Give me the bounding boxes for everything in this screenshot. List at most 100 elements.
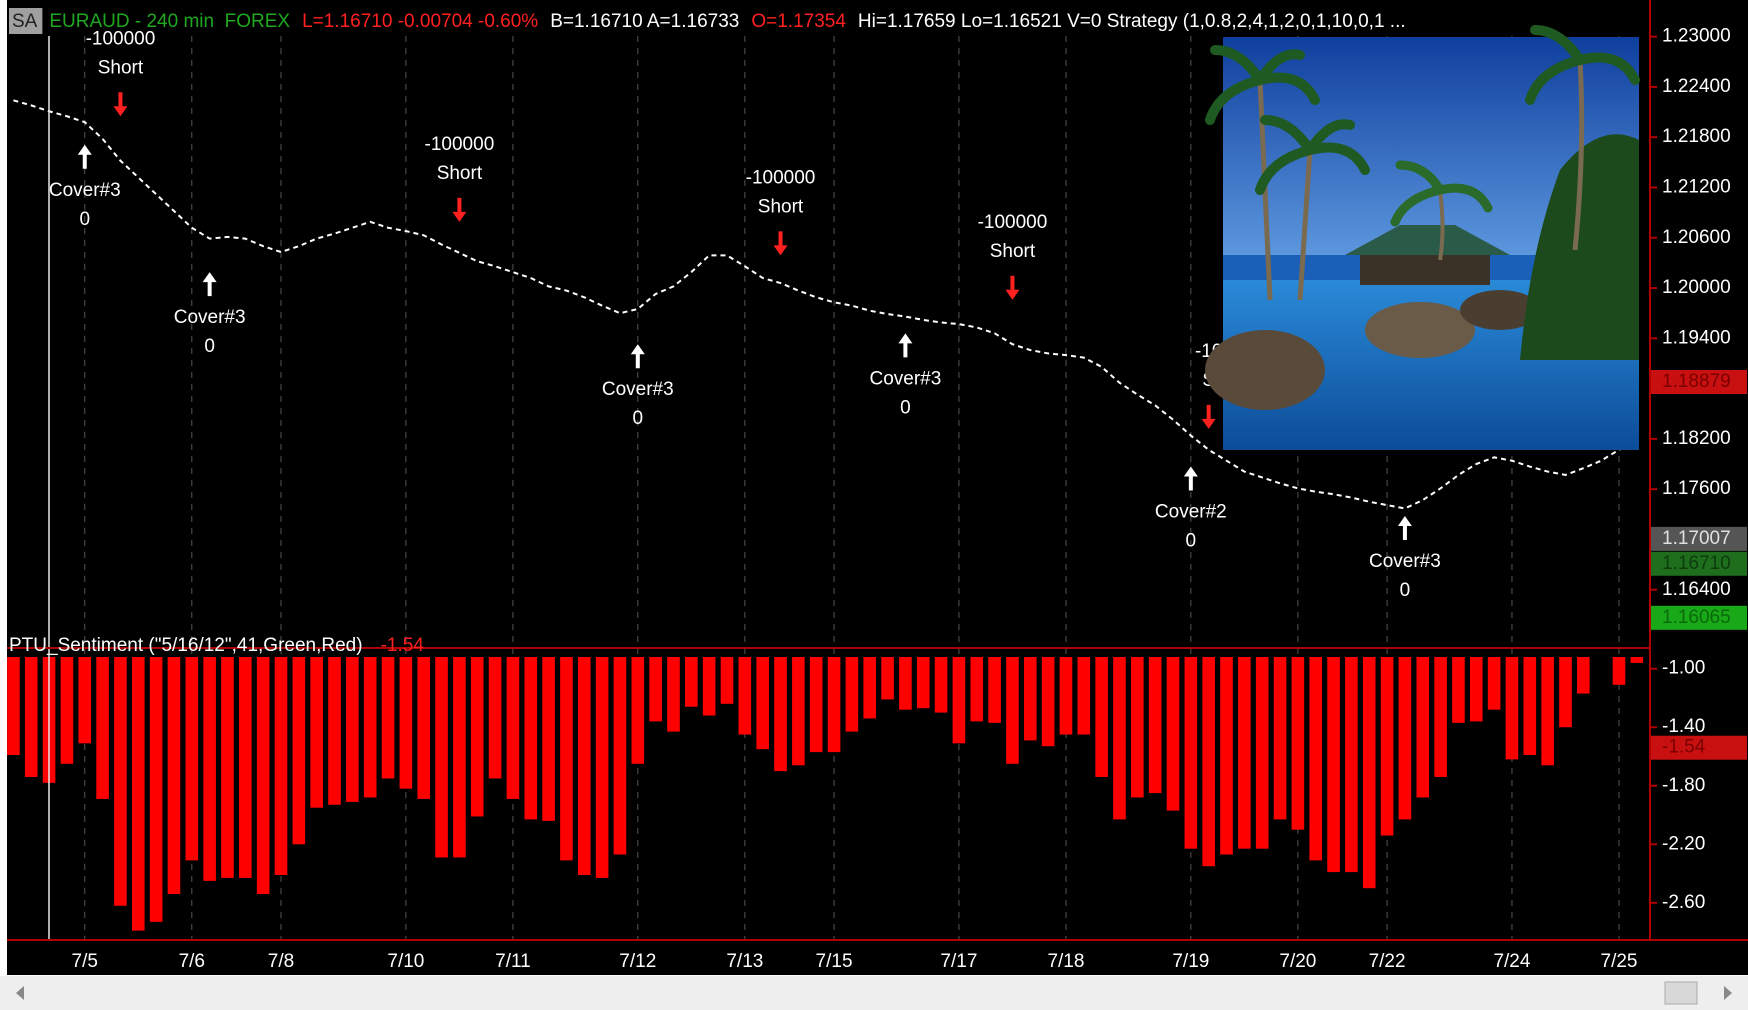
x-tick-label: 7/12 xyxy=(619,951,656,972)
bar xyxy=(363,657,377,798)
signal-label: Cover#2 xyxy=(1155,502,1227,523)
x-tick-label: 7/20 xyxy=(1279,951,1316,972)
signal-label: 0 xyxy=(1186,531,1197,552)
signal-arrow xyxy=(1397,516,1412,541)
y-tick-label: 1.21200 xyxy=(1662,177,1731,198)
bar xyxy=(435,657,448,858)
signal-arrow xyxy=(113,92,128,117)
bar xyxy=(1273,657,1287,820)
signal-label: Short xyxy=(98,57,144,78)
bar xyxy=(756,657,769,750)
header-text: EURAUD - 240 min FOREX xyxy=(49,11,290,32)
header-text: L=1.16710 -0.00704 -0.60% xyxy=(302,11,538,32)
bar xyxy=(310,657,323,808)
signal-label: 0 xyxy=(204,336,215,357)
bar xyxy=(542,657,555,821)
bar xyxy=(1469,657,1483,722)
scrollbar[interactable] xyxy=(0,976,1748,1010)
x-tick-label: 7/8 xyxy=(268,951,294,972)
bar xyxy=(328,657,341,805)
price-marker xyxy=(1651,605,1747,630)
bar xyxy=(24,657,38,777)
signal-label: Short xyxy=(437,163,483,184)
y-tick-label: -2.20 xyxy=(1662,833,1705,854)
x-tick-label: 7/25 xyxy=(1601,951,1638,972)
x-tick-label: 7/11 xyxy=(495,951,531,972)
y-tick-label: -1.80 xyxy=(1662,775,1705,796)
bar xyxy=(346,657,359,802)
bar xyxy=(1255,657,1269,849)
x-tick-label: 7/15 xyxy=(816,951,853,972)
y-tick-label: 1.17600 xyxy=(1662,478,1731,499)
bar xyxy=(1148,657,1162,794)
scroll-thumb[interactable] xyxy=(1664,981,1698,1005)
bar xyxy=(934,657,948,713)
signal-label: Cover#3 xyxy=(1369,551,1441,572)
bar xyxy=(203,657,216,881)
y-tick-label: 1.20000 xyxy=(1662,277,1731,298)
bar xyxy=(1345,657,1358,873)
signal-label: Short xyxy=(758,196,804,217)
bar xyxy=(1487,657,1501,710)
bar xyxy=(1380,657,1394,836)
bar xyxy=(292,657,306,845)
bar xyxy=(577,657,591,876)
bar xyxy=(1184,657,1198,849)
price-marker xyxy=(1651,526,1747,551)
bar xyxy=(7,657,20,756)
bar xyxy=(809,657,823,753)
bar xyxy=(827,657,841,753)
y-tick-label: 1.23000 xyxy=(1662,26,1731,47)
signal-label: 0 xyxy=(79,209,90,230)
bar xyxy=(738,657,752,735)
header-text: Hi=1.17659 Lo=1.16521 V=0 Strategy (1,0.… xyxy=(858,11,1406,32)
bar xyxy=(899,657,912,710)
scroll-right[interactable] xyxy=(1724,986,1732,1000)
price-marker-label: 1.16065 xyxy=(1662,607,1731,628)
signal-label: 0 xyxy=(1400,580,1411,601)
bar xyxy=(1059,657,1073,735)
bar xyxy=(1006,657,1019,764)
scroll-left[interactable] xyxy=(16,986,24,1000)
x-tick-label: 7/6 xyxy=(179,951,205,972)
bar xyxy=(149,657,163,922)
price-marker xyxy=(1651,551,1747,576)
bar xyxy=(1452,657,1465,723)
bar xyxy=(1523,657,1537,756)
signal-label: Short xyxy=(990,241,1036,262)
bar xyxy=(1559,657,1572,728)
bar xyxy=(916,657,930,709)
x-tick-label: 7/10 xyxy=(387,951,424,972)
signal-label: Cover#3 xyxy=(174,307,246,328)
bar xyxy=(417,657,431,799)
x-tick-label: 7/13 xyxy=(726,951,763,972)
signal-arrow xyxy=(452,197,467,222)
header-text: O=1.17354 xyxy=(751,11,846,32)
bar xyxy=(470,657,484,817)
bar xyxy=(1416,657,1430,798)
bar xyxy=(1041,657,1055,747)
bar xyxy=(524,657,538,820)
bar xyxy=(792,657,805,766)
signal-arrow xyxy=(1201,404,1216,429)
price-marker-label: 1.17007 xyxy=(1662,528,1731,549)
bar xyxy=(613,657,627,855)
bar xyxy=(274,657,288,876)
bar xyxy=(560,657,573,861)
bar xyxy=(1131,657,1144,798)
bar xyxy=(649,657,662,722)
x-tick-label: 7/19 xyxy=(1172,951,1209,972)
bar xyxy=(1612,657,1626,685)
y-tick-label: -1.00 xyxy=(1662,658,1705,679)
bar xyxy=(506,657,520,799)
y-tick-label: 1.16400 xyxy=(1662,579,1731,600)
bar xyxy=(702,657,716,716)
indicator-value: -1.54 xyxy=(381,635,425,656)
bar xyxy=(239,657,252,878)
bar xyxy=(988,657,1001,723)
signal-label: -100000 xyxy=(86,28,156,49)
bar xyxy=(970,657,984,722)
signal-arrow xyxy=(77,144,92,169)
x-tick-label: 7/5 xyxy=(72,951,98,972)
